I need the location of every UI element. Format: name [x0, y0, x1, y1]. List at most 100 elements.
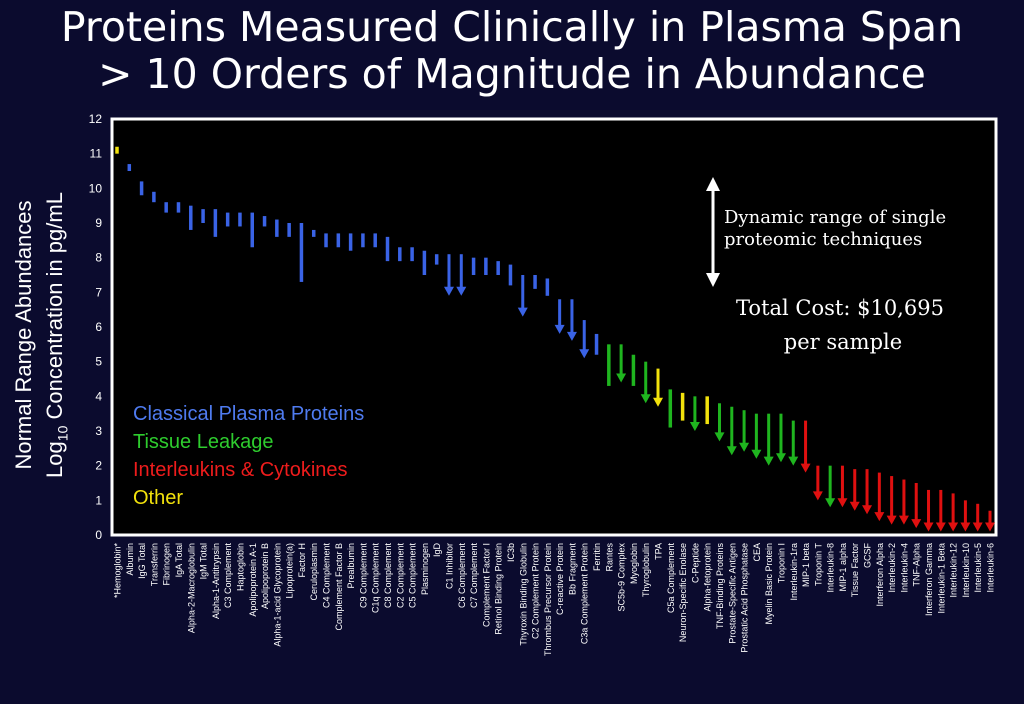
range-arrowhead: [898, 515, 909, 525]
x-tick-label: IgD: [432, 543, 442, 558]
x-tick-label: C2 Complement Protein: [531, 543, 541, 639]
x-tick-label: IgA Total: [174, 543, 184, 577]
range-arrowhead: [948, 522, 959, 532]
plot-area: [110, 117, 998, 537]
range-arrowhead: [739, 442, 750, 452]
x-tick-label: Complement Factor B: [334, 543, 344, 631]
x-tick-label: GCSF: [863, 543, 873, 569]
x-tick-label: Thyroglobulin: [641, 543, 651, 597]
y-tick-label: 3: [95, 424, 102, 438]
x-tick-label: Interleukin-5: [973, 543, 983, 593]
x-tick-label: C2 Complement: [395, 543, 405, 609]
y-tick-label: 8: [95, 251, 102, 265]
dynamic-range-line-1: Dynamic range of single: [724, 207, 946, 228]
x-tick-label: IgG Total: [137, 543, 147, 579]
range-arrowhead: [775, 453, 786, 463]
x-tick-label: Interferon Alpha: [875, 543, 885, 607]
x-tick-label: Alpha-fetoprotein: [703, 543, 713, 612]
x-tick-label: Alpha-1-Antitrypsin: [211, 543, 221, 619]
y-tick-label: 0: [95, 528, 102, 542]
x-tick-label: Ceruloplasmin: [309, 543, 319, 601]
range-arrowhead: [972, 522, 983, 532]
x-tick-label: Prealbumin: [346, 543, 356, 589]
y-tick-label: 5: [95, 355, 102, 369]
x-tick-label: Complement Factor I: [481, 543, 491, 627]
x-tick-label: C3 Complement: [223, 543, 233, 609]
y-tick-label: 2: [95, 459, 102, 473]
y-tick-label: 1: [95, 493, 102, 507]
x-tick-label: IC3b: [506, 543, 516, 562]
x-tick-label: C-Peptide: [690, 543, 700, 583]
y-tick-label: 7: [95, 285, 102, 299]
x-tick-label: Transferrin: [149, 543, 159, 586]
x-tick-label: MIP-1 alpha: [838, 543, 848, 592]
x-tick-label: Interleukin-1ra: [789, 543, 799, 601]
x-tick-label: Ferritin: [592, 543, 602, 571]
range-arrowhead: [812, 491, 823, 501]
range-arrowhead: [640, 394, 651, 404]
x-tick-label: C8 Complement: [383, 543, 393, 609]
range-arrowhead: [800, 463, 811, 473]
x-tick-label: C4 Complement: [322, 543, 332, 609]
x-tick-label: Troponin T: [813, 543, 823, 587]
x-tick-label: Alpha-2-Macroglobulin: [186, 543, 196, 633]
y-tick-label: 12: [89, 112, 103, 126]
x-tick-label: C-reactive Protein: [555, 543, 565, 615]
range-arrowhead: [923, 522, 934, 532]
x-tick-label: MIP-1 beta: [801, 543, 811, 587]
range-arrowhead: [825, 498, 836, 508]
x-tick-label: Haptoglobin: [235, 543, 245, 591]
x-tick-label: Myelin Basic Protein: [764, 543, 774, 625]
x-tick-label: C3a Complement Protein: [580, 543, 590, 644]
x-tick-label: Interleukin-4: [899, 543, 909, 593]
range-arrowhead: [849, 501, 860, 511]
x-tick-label: C1 Inhibitor: [444, 543, 454, 589]
legend-item: Interleukins & Cytokines: [133, 459, 348, 481]
range-arrowhead: [935, 522, 946, 532]
x-tick-label: Interferon Gamma: [924, 543, 934, 616]
x-tick-label: Fibrinogen: [162, 543, 172, 586]
x-tick-label: C5 Complement: [408, 543, 418, 609]
x-tick-label: Myoglobin: [629, 543, 639, 584]
chart-title-line-2: > 10 Orders of Magnitude in Abundance: [98, 50, 926, 98]
x-tick-label: CEA: [752, 543, 762, 562]
x-tick-label: Interleukin-6: [986, 543, 996, 593]
y-tick-label: 6: [95, 320, 102, 334]
range-arrowhead: [985, 522, 995, 532]
x-tick-label: Apolipoprotein A-1: [248, 543, 258, 617]
range-arrowhead: [837, 498, 848, 508]
x-tick-label: TNF-Alpha: [912, 543, 922, 587]
y-tick-label: 11: [90, 147, 103, 161]
legend-item: Tissue Leakage: [133, 431, 273, 453]
range-arrowhead: [788, 456, 799, 466]
chart-title: Proteins Measured Clinically in Plasma S…: [0, 4, 1024, 98]
x-tick-label: Interleukin-1 Beta: [936, 543, 946, 614]
y-tick-label: 4: [95, 389, 102, 403]
x-tick-label: Thrombus Precursor Protein: [543, 543, 553, 656]
x-tick-label: Thyroxin Binding Globulin: [518, 543, 528, 646]
legend-item: Other: [133, 487, 183, 509]
total-cost-line-2: per sample: [784, 330, 902, 354]
x-tick-label: Plasminogen: [420, 543, 430, 595]
range-arrowhead: [443, 286, 454, 296]
x-tick-label: Prostatic Acid Phosphatase: [740, 543, 750, 653]
x-tick-label: Interleukin-10: [961, 543, 971, 598]
x-tick-label: TPA: [654, 543, 664, 560]
x-tick-label: Interleukin-12: [949, 543, 959, 598]
range-arrowhead: [911, 519, 922, 529]
range-arrowhead: [751, 449, 762, 459]
range-arrowhead: [714, 432, 725, 442]
x-tick-label: C6 Complement: [457, 543, 467, 609]
x-tick-label: Prostate-Specific Antigen: [727, 543, 737, 644]
range-arrowhead: [456, 286, 467, 296]
dynamic-range-arrow-head-down: [706, 273, 720, 287]
range-arrowhead: [763, 456, 774, 466]
range-arrowhead: [960, 522, 971, 532]
x-tick-label: Retinol Binding Protein: [494, 543, 504, 635]
x-tick-label: Interleukin-2: [887, 543, 897, 593]
chart-title-line-1: Proteins Measured Clinically in Plasma S…: [60, 3, 964, 51]
x-tick-label: Tissue Factor: [850, 543, 860, 597]
range-arrowhead: [726, 446, 737, 456]
range-arrowhead: [886, 515, 897, 525]
x-tick-label: SC5b-9 Complex: [617, 543, 627, 612]
